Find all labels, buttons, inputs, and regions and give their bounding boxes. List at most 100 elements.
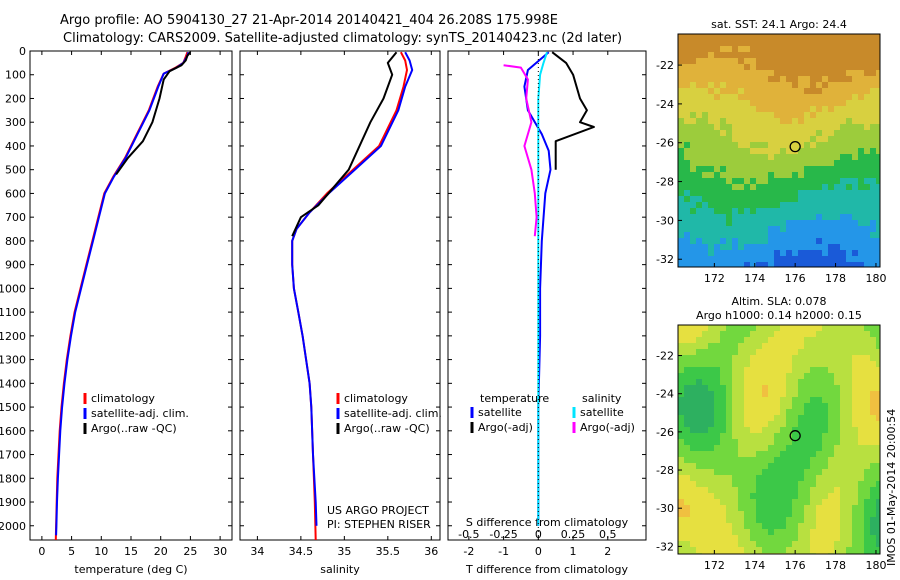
depth-tick-label: 1900 bbox=[0, 496, 26, 509]
map-y-tick-label: -26 bbox=[656, 426, 674, 439]
x-tick-label: 5 bbox=[68, 545, 75, 558]
project-note: US ARGO PROJECT PI: STEPHEN RISER bbox=[327, 504, 431, 531]
s-tick-label: -0.5 bbox=[458, 528, 479, 541]
depth-tick-label: 1700 bbox=[0, 449, 26, 462]
depth-tick-label: 1600 bbox=[0, 425, 26, 438]
depth-tick-label: 1400 bbox=[0, 377, 26, 390]
map-y-tick-label: -24 bbox=[656, 388, 674, 401]
depth-tick-label: 1100 bbox=[0, 306, 26, 319]
x-axis-label: salinity bbox=[320, 563, 360, 576]
map-field bbox=[678, 34, 881, 268]
argo-position-marker bbox=[789, 140, 801, 153]
map-x-tick-label: 172 bbox=[704, 559, 725, 572]
map-x-tick-label: 180 bbox=[865, 272, 886, 285]
x-axis-label: T difference from climatology bbox=[465, 563, 628, 576]
depth-tick-label: 700 bbox=[5, 211, 26, 224]
salinity-panel: 34 34.5 35 35.5 36 salinity climatology satelli… bbox=[239, 50, 442, 576]
legend-label: satellite-adj. clim. bbox=[91, 407, 189, 420]
map-y-tick-label: -26 bbox=[656, 137, 674, 150]
map-y-tick-label: -28 bbox=[656, 464, 674, 477]
x-tick-label: 0 bbox=[535, 545, 542, 558]
series-line bbox=[291, 51, 398, 237]
legend-label: Argo(-adj) bbox=[580, 421, 635, 434]
depth-tick-label: 1500 bbox=[0, 401, 26, 414]
x-tick-label: 34.5 bbox=[289, 545, 314, 558]
map-border bbox=[677, 33, 881, 268]
map-x-tick-label: 180 bbox=[865, 559, 886, 572]
map-y-tick-label: -32 bbox=[656, 540, 674, 553]
depth-tick-label: 400 bbox=[5, 140, 26, 153]
depth-tick-label: 0 bbox=[19, 45, 26, 58]
s-tick-label: 0.25 bbox=[561, 528, 586, 541]
map-y-tick-label: -30 bbox=[656, 214, 674, 227]
x-tick-label: 36 bbox=[424, 545, 438, 558]
map-y-tick-label: -30 bbox=[656, 502, 674, 515]
depth-tick-label: 500 bbox=[5, 164, 26, 177]
x-tick-label: 20 bbox=[154, 545, 168, 558]
series-line bbox=[503, 64, 538, 237]
map-x-tick-label: 174 bbox=[744, 272, 765, 285]
depth-tick-label: 2000 bbox=[0, 520, 26, 533]
map-x-tick-label: 172 bbox=[704, 272, 725, 285]
map-border bbox=[677, 324, 881, 555]
x-tick-label: 10 bbox=[94, 545, 108, 558]
map-y-tick-label: -22 bbox=[656, 59, 674, 72]
x-tick-label: 25 bbox=[183, 545, 197, 558]
map-title: Altim. SLA: 0.078 bbox=[731, 295, 826, 308]
depth-tick-label: 1200 bbox=[0, 330, 26, 343]
figure-title-line1: Argo profile: AO 5904130_27 21-Apr-2014 … bbox=[60, 13, 558, 28]
depth-tick-label: 300 bbox=[5, 116, 26, 129]
s-tick-label: 0.5 bbox=[599, 528, 617, 541]
x-tick-label: 2 bbox=[604, 545, 611, 558]
argo-position-marker bbox=[789, 430, 801, 442]
map-field bbox=[678, 325, 881, 555]
depth-tick-label: 1300 bbox=[0, 354, 26, 367]
map-x-tick-label: 174 bbox=[744, 559, 765, 572]
depth-tick-label: 1000 bbox=[0, 282, 26, 295]
map-x-tick-label: 178 bbox=[825, 559, 846, 572]
legend-label: Argo(..raw -QC) bbox=[91, 422, 177, 435]
map-y-tick-label: -24 bbox=[656, 98, 674, 111]
legend-group-salinity: salinity bbox=[582, 392, 622, 405]
top-axis-label: S difference from climatology bbox=[466, 516, 629, 529]
x-tick-label: 34 bbox=[250, 545, 264, 558]
series-line bbox=[115, 51, 192, 175]
legend-label: Argo(..raw -QC) bbox=[344, 422, 430, 435]
s-tick-label: 0 bbox=[535, 528, 542, 541]
legend-group-temperature: temperature bbox=[480, 392, 549, 405]
depth-tick-label: 200 bbox=[5, 92, 26, 105]
series-line bbox=[55, 51, 190, 536]
x-tick-label: -2 bbox=[463, 545, 474, 558]
x-axis-label: temperature (deg C) bbox=[74, 563, 187, 576]
x-tick-label: 1 bbox=[570, 545, 577, 558]
sst-map-panel: sat. SST: 24.1 Argo: 24.4 172 174 176 178 180… bbox=[656, 18, 886, 285]
legend-label: satellite bbox=[580, 406, 624, 419]
map-x-tick-label: 176 bbox=[785, 272, 806, 285]
legend-label: climatology bbox=[344, 392, 408, 405]
depth-tick-label: 100 bbox=[5, 69, 26, 82]
series-line bbox=[551, 51, 595, 170]
temperature-panel: 0 100 200 300 400 500 600 700 800 900 1000 1100 1200… bbox=[0, 45, 233, 576]
x-tick-label: 30 bbox=[213, 545, 227, 558]
s-tick-label: -0.25 bbox=[489, 528, 517, 541]
project-note-line1: US ARGO PROJECT bbox=[327, 504, 429, 517]
legend-label: Argo(-adj) bbox=[478, 421, 533, 434]
map-y-tick-label: -22 bbox=[656, 350, 674, 363]
series-line bbox=[291, 51, 414, 526]
x-tick-label: 35 bbox=[337, 545, 351, 558]
map-x-tick-label: 176 bbox=[785, 559, 806, 572]
depth-tick-label: 600 bbox=[5, 187, 26, 200]
project-note-line2: PI: STEPHEN RISER bbox=[327, 518, 431, 531]
depth-tick-label: 800 bbox=[5, 235, 26, 248]
x-tick-label: -1 bbox=[498, 545, 509, 558]
plot-frame bbox=[239, 50, 441, 541]
depth-tick-label: 900 bbox=[5, 259, 26, 272]
legend-label: satellite-adj. clim. bbox=[344, 407, 442, 420]
x-tick-label: 35.5 bbox=[376, 545, 401, 558]
map-x-tick-label: 178 bbox=[825, 272, 846, 285]
difference-panel: -2 -1 0 1 2 T difference from climatology S di… bbox=[447, 50, 647, 576]
depth-tick-label: 1800 bbox=[0, 472, 26, 485]
figure-title-line2: Climatology: CARS2009. Satellite-adjuste… bbox=[63, 31, 622, 46]
